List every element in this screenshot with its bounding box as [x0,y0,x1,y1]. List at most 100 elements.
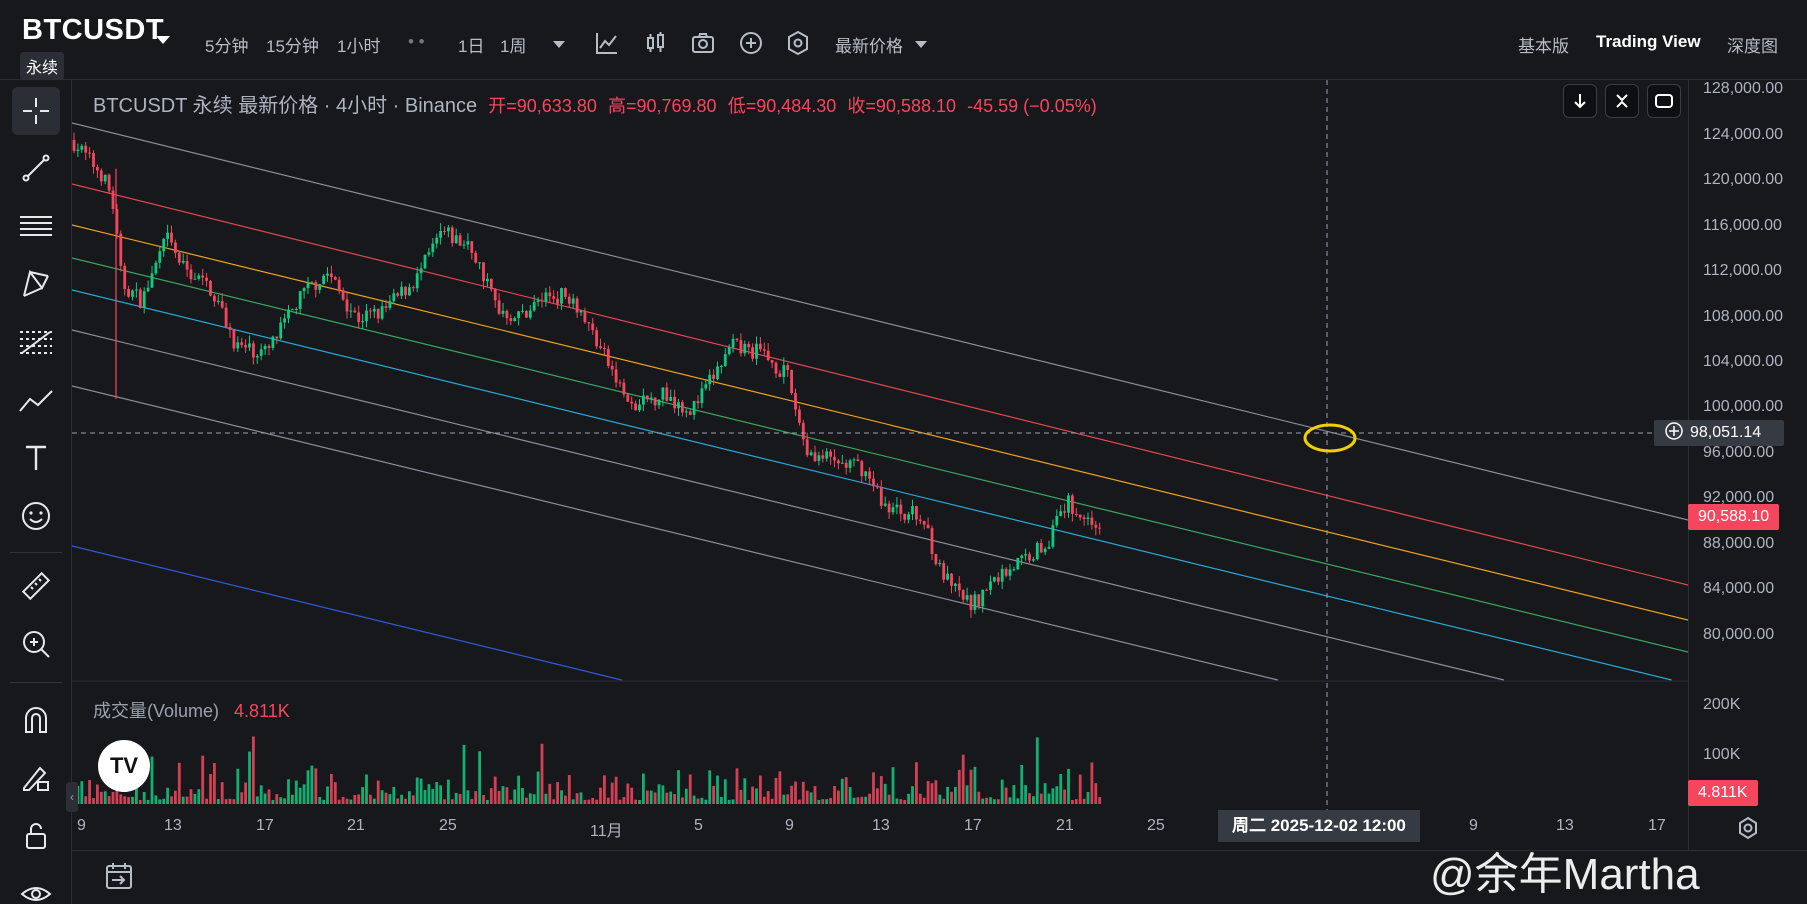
plus-circle-icon[interactable] [1664,421,1684,441]
fib-tool[interactable] [12,318,60,366]
collapse-button[interactable] [1605,84,1639,118]
candle-body [829,451,832,457]
tab-tradingview[interactable]: Trading View [1596,32,1701,51]
candle-body [634,403,637,411]
toolbar-collapse-handle[interactable]: ‹ [66,782,78,812]
volume-bar [934,780,938,804]
trendline-icon [22,154,50,182]
volume-bar [1016,798,1020,804]
price-axis[interactable]: 128,000.00 124,000.00 120,000.00 116,000… [1688,80,1807,850]
candle-body [946,573,949,580]
volume-bar [135,773,138,804]
candle-body [170,232,173,243]
chevron-down-icon[interactable] [156,36,170,44]
timeframe-hidden[interactable]: • • [408,32,425,51]
date-range-icon[interactable] [104,861,134,891]
plus-circle-icon[interactable] [738,30,764,56]
candle-body [216,300,220,302]
settings-hex-icon[interactable] [785,30,811,56]
candle-body [450,227,454,244]
volume-bar [770,798,774,804]
volume-bar [536,771,540,804]
regression-channels[interactable] [72,122,1688,681]
emoji-tool[interactable] [12,492,60,540]
candle-body [778,373,782,377]
candle-body [423,254,427,269]
candle-body [458,235,462,246]
candle-body [610,365,614,370]
pattern-tool[interactable] [12,260,60,308]
crosshair-price-label: 98,051.14 [1654,420,1784,446]
tab-basic[interactable]: 基本版 [1518,37,1569,56]
volume-bar [903,799,907,804]
candle-body [649,397,653,400]
price-type-select[interactable]: 最新价格 [835,37,903,56]
volume-bar [232,799,236,804]
volume-bar [349,799,353,804]
volume-bar [782,794,786,804]
timeframe-1h[interactable]: 1小时 [337,37,381,56]
candle-body [930,528,934,554]
timeframe-5m[interactable]: 5分钟 [205,37,249,56]
candle-body [525,310,528,318]
settings-icon[interactable] [1735,815,1761,841]
tab-depth[interactable]: 深度图 [1727,37,1778,56]
candle-body [915,506,918,520]
trendline-tool[interactable] [12,144,60,192]
volume-bar [930,783,934,804]
candle-body [895,504,899,508]
candle-body [747,343,751,348]
volume-bar [209,774,212,804]
ruler-tool[interactable] [12,562,60,610]
candle-body [712,374,715,380]
text-tool[interactable] [12,434,60,482]
candle-body [669,396,673,401]
candle-body [1020,555,1024,559]
more-timeframes-icon[interactable] [553,41,565,48]
horizontal-lines-tool[interactable] [12,202,60,250]
camera-icon[interactable] [690,30,716,56]
candle-body [579,310,583,313]
volume-bar [435,782,439,804]
zoom-tool[interactable] [12,620,60,668]
indicator-icon[interactable] [594,30,620,56]
magnet-tool[interactable] [12,696,60,744]
candle-type-icon[interactable] [643,30,669,56]
candle-body [493,289,497,301]
crosshair-tool[interactable] [12,87,60,135]
candle-body [189,269,193,280]
candle-body [96,166,99,171]
text-icon [26,445,46,470]
lock-drawing-tool[interactable] [12,754,60,802]
lock-tool[interactable] [12,812,60,860]
volume-bar [224,799,228,804]
horizontal-lines-icon [20,216,52,236]
volume-bar [1047,793,1051,804]
candle-body [645,395,649,400]
timeframe-1d[interactable]: 1日 [458,37,485,56]
volume-bar [950,791,953,804]
path-tool[interactable] [12,376,60,424]
visibility-tool[interactable] [12,870,60,904]
volume-bar [735,768,739,804]
tradingview-logo[interactable]: TV [98,740,150,792]
volume-bar [99,791,103,804]
price-chart[interactable] [72,80,1688,850]
volume-bar [618,799,622,804]
volume-bar [1098,797,1102,804]
fullscreen-button[interactable] [1647,84,1681,118]
volume-bar [977,791,981,804]
symbol-title[interactable]: BTCUSDT [22,14,165,46]
volume-bar [333,782,337,804]
scroll-to-latest-button[interactable] [1563,84,1597,118]
volume-bar [1090,762,1094,804]
channel-blue [72,545,622,681]
timeframe-1w[interactable]: 1周 [500,37,527,56]
candle-body [185,260,189,270]
timeframe-15m[interactable]: 15分钟 [266,37,319,56]
volume-bar [220,782,224,804]
volume-bar [614,776,618,804]
chevron-down-icon[interactable] [915,41,927,48]
volume-bar [298,787,302,804]
candle-body [224,307,228,327]
